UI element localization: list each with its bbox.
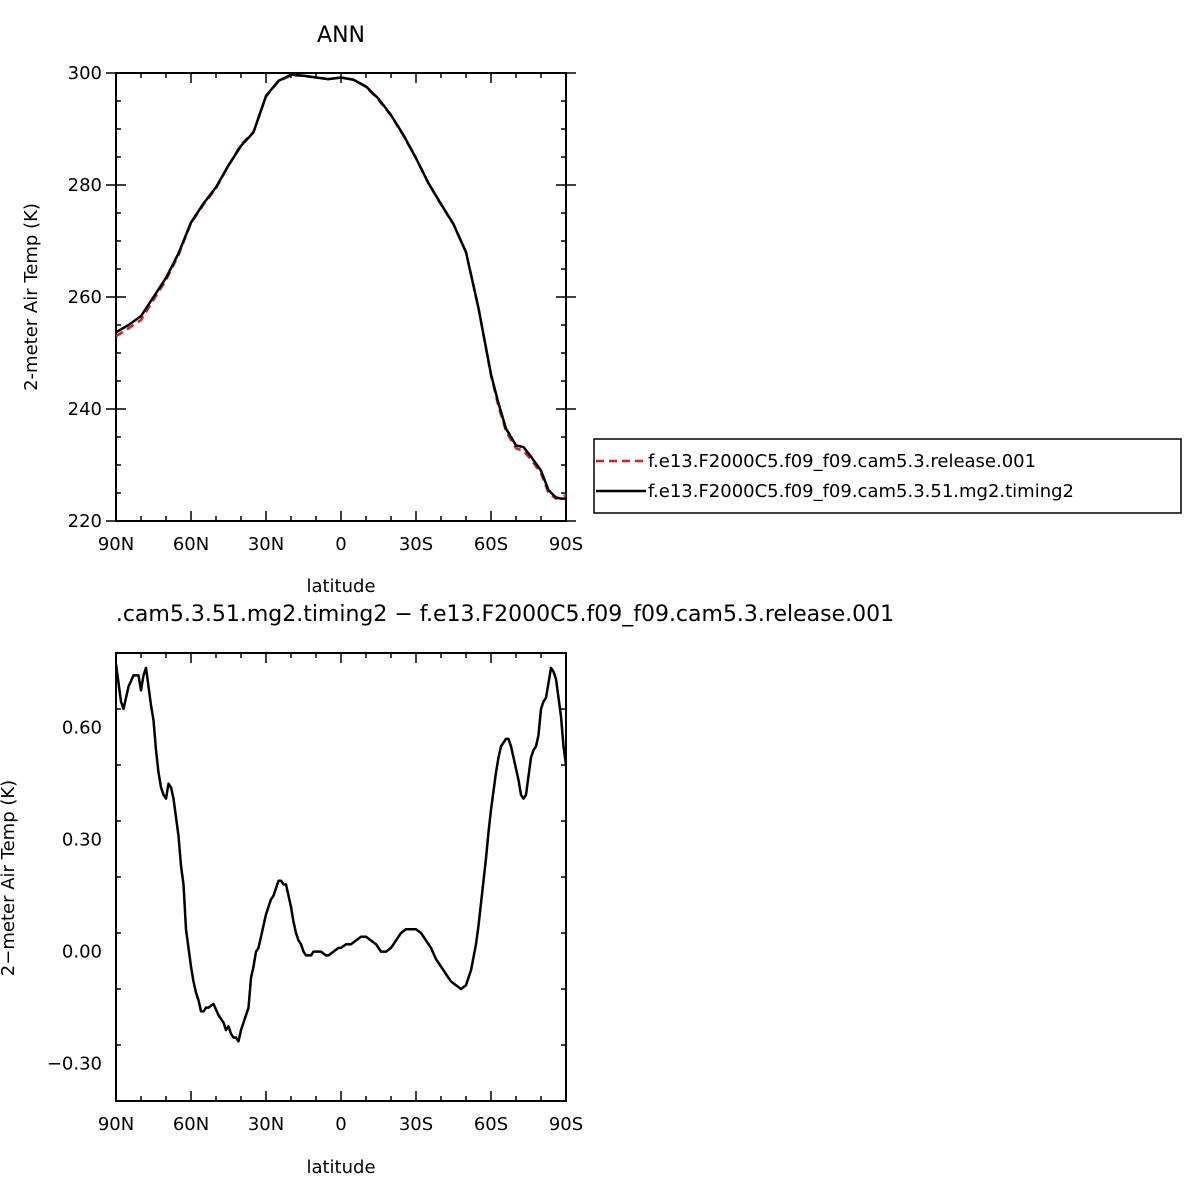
bottom-x-tick-label: 90N [98, 1114, 134, 1135]
bottom-y-tick-label: −0.30 [47, 1054, 102, 1075]
legend: f.e13.F2000C5.f09_f09.cam5.3.release.001… [593, 438, 1182, 514]
top-plot-area: 90N 60N 30N 0 30S 60S 90S 220 240 260 280 300 [68, 63, 584, 555]
top-x-tick-label: 30S [399, 534, 433, 555]
top-x-tick-label: 90N [98, 534, 134, 555]
bottom-y-tick-label: 0.30 [62, 830, 102, 851]
top-y-tick-label: 300 [68, 63, 102, 84]
bottom-yaxis-label: 2−meter Air Temp (K) [0, 780, 19, 976]
bottom-x-tick-label: 60N [173, 1114, 209, 1135]
bottom-chart-title: .cam5.3.51.mg2.timing2 − f.e13.F2000C5.f… [116, 602, 894, 627]
bottom-y-tick-label: 0.00 [62, 942, 102, 963]
bottom-y-tick-label: 0.60 [62, 718, 102, 739]
legend-label-timing2: f.e13.F2000C5.f09_f09.cam5.3.51.mg2.timi… [648, 481, 1074, 502]
top-x-tick-label: 0 [335, 534, 346, 555]
legend-box [593, 438, 1182, 514]
top-y-tick-label: 240 [68, 399, 102, 420]
legend-label-release: f.e13.F2000C5.f09_f09.cam5.3.release.001 [648, 451, 1036, 472]
top-yaxis-label: 2-meter Air Temp (K) [21, 203, 42, 391]
bottom-plot-area: 90N 60N 30N 0 30S 60S 90S −0.30 0.00 0.30 0.60 [47, 652, 583, 1135]
top-xaxis-label: latitude [306, 576, 375, 597]
top-y-tick-label: 280 [68, 175, 102, 196]
bottom-xaxis-label: latitude [306, 1157, 375, 1178]
bottom-x-tick-label: 30S [399, 1114, 433, 1135]
top-panel: ANN 90N 60N 30N 0 30S 60S 90S 220 240 260 280 300 l… [21, 23, 1182, 597]
top-y-tick-label: 260 [68, 287, 102, 308]
top-series-line-0 [116, 73, 566, 500]
bottom-series-line-0 [116, 664, 566, 1043]
bottom-x-tick-label: 30N [248, 1114, 284, 1135]
top-x-tick-label: 90S [549, 534, 583, 555]
top-x-tick-label: 60S [474, 534, 508, 555]
top-plot-frame [115, 72, 567, 522]
bottom-x-tick-label: 0 [335, 1114, 346, 1135]
top-chart-title: ANN [317, 23, 365, 48]
bottom-x-tick-label: 90S [549, 1114, 583, 1135]
bottom-x-tick-label: 60S [474, 1114, 508, 1135]
bottom-panel: .cam5.3.51.mg2.timing2 − f.e13.F2000C5.f… [0, 602, 894, 1178]
top-x-tick-label: 60N [173, 534, 209, 555]
top-x-tick-label: 30N [248, 534, 284, 555]
top-series-line-1 [116, 73, 566, 500]
top-y-tick-label: 220 [68, 511, 102, 532]
